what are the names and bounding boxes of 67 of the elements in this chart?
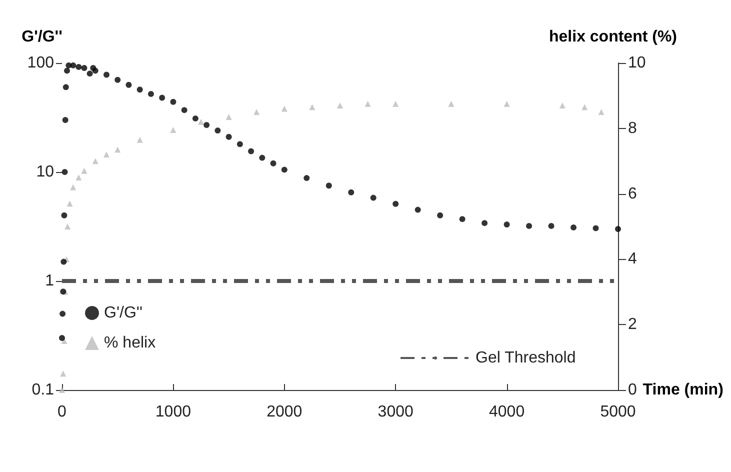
x-tick-label: 0 xyxy=(58,404,67,420)
point xyxy=(60,310,66,317)
y2-axis-title: helix content (%) xyxy=(548,28,678,46)
y-axis-title: G'/G'' xyxy=(22,28,62,46)
point xyxy=(148,90,154,97)
x-tick-label: 4000 xyxy=(489,404,525,420)
point xyxy=(592,225,599,232)
point xyxy=(526,222,532,229)
point xyxy=(70,62,76,68)
point xyxy=(482,220,488,226)
point xyxy=(59,334,65,341)
y2-tick-label: 4 xyxy=(628,250,637,268)
y2-tick-label: 2 xyxy=(628,316,637,334)
point xyxy=(570,224,577,230)
y-tick-label: 1 xyxy=(45,272,54,290)
point xyxy=(170,98,176,105)
point xyxy=(392,200,399,207)
legend-label: Gel Threshold xyxy=(476,350,576,366)
point xyxy=(81,64,88,71)
point xyxy=(248,148,254,154)
x-axis-title: Time (min) xyxy=(642,382,724,398)
point xyxy=(348,189,354,196)
y-tick-label: 10 xyxy=(36,164,54,180)
point xyxy=(114,76,121,83)
y2-tick-label: 8 xyxy=(628,120,637,137)
point xyxy=(92,68,98,74)
point xyxy=(214,128,221,134)
point xyxy=(204,122,210,128)
point xyxy=(62,169,68,175)
y2-tick-label: 0 xyxy=(628,382,637,398)
point xyxy=(62,116,68,123)
point xyxy=(64,68,70,74)
point xyxy=(103,72,110,78)
point xyxy=(304,175,310,182)
point xyxy=(504,221,510,228)
x-tick-label: 5000 xyxy=(600,404,636,420)
x-tick-label: 1000 xyxy=(155,404,192,420)
point xyxy=(615,226,621,232)
y2-tick-label: 6 xyxy=(628,185,637,202)
point xyxy=(136,86,143,93)
point xyxy=(370,194,376,201)
point xyxy=(259,154,266,161)
point xyxy=(226,134,232,140)
point xyxy=(459,216,466,222)
legend-label: % helix xyxy=(104,334,156,352)
point xyxy=(181,107,188,114)
point xyxy=(236,141,243,148)
point xyxy=(437,212,444,218)
point xyxy=(281,166,288,173)
point xyxy=(76,64,82,70)
point xyxy=(159,94,166,101)
point xyxy=(62,84,69,90)
point xyxy=(270,160,276,166)
point xyxy=(61,212,68,218)
point xyxy=(86,70,93,77)
y-tick-label: 100 xyxy=(27,54,54,72)
x-tick-label: 3000 xyxy=(378,404,414,420)
legend-label: G'/G'' xyxy=(104,304,142,322)
point xyxy=(326,182,332,189)
point xyxy=(192,115,198,122)
x-tick-label: 2000 xyxy=(266,404,302,420)
y-tick-label: 0.1 xyxy=(32,382,54,398)
y2-tick-label: 10 xyxy=(628,54,646,72)
point xyxy=(126,82,132,88)
point xyxy=(414,206,421,213)
point xyxy=(548,222,554,229)
point xyxy=(60,258,67,265)
